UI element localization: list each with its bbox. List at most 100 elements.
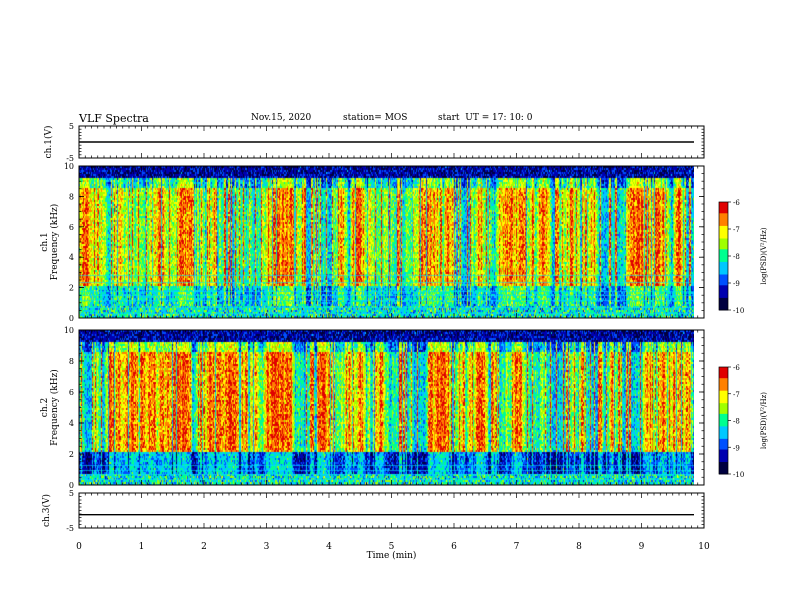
colorbar-segment <box>719 424 728 427</box>
colorbar-segment <box>719 283 728 286</box>
colorbar-segment <box>719 416 728 420</box>
colorbar-segment <box>719 390 728 393</box>
date-label: Nov.15, 2020 <box>251 113 312 123</box>
colorbar-tick-label: -9 <box>733 444 740 452</box>
colorbar-tick-label: -7 <box>733 226 740 234</box>
colorbar-segment <box>719 212 728 216</box>
colorbar-tick-label: -10 <box>733 471 744 479</box>
colorbar-segment <box>719 429 728 432</box>
colorbar-segment <box>719 372 728 375</box>
ch-2-spectrogram-image <box>79 330 694 485</box>
colorbar-label: log(PSD)(V²/Hz) <box>760 392 768 449</box>
colorbar-segment <box>719 383 728 386</box>
colorbar-segment <box>719 214 728 217</box>
colorbar-segment <box>719 420 728 423</box>
ch2-spectrogram-ytick-label: 0 <box>69 481 74 490</box>
colorbar-segment <box>719 466 728 470</box>
colorbar-segment <box>719 454 728 457</box>
colorbar-segment <box>719 449 728 452</box>
colorbar-segment <box>719 415 728 418</box>
colorbar-segment <box>719 388 728 391</box>
colorbar-segment <box>719 440 728 443</box>
colorbar-segment <box>719 470 728 473</box>
ch1-voltage-ytick-label: -5 <box>66 154 74 163</box>
colorbar-tick-label: -10 <box>733 307 744 315</box>
ch1-ylabel-channel: ch.1 <box>40 232 50 251</box>
colorbar-segment <box>719 223 728 226</box>
colorbar-segment <box>719 286 728 289</box>
colorbar-segment <box>719 434 728 438</box>
colorbar-segment <box>719 395 728 398</box>
colorbar-segment <box>719 463 728 466</box>
colorbar-segment <box>719 472 728 475</box>
colorbar-segment <box>719 257 728 261</box>
colorbar-segment <box>719 225 728 228</box>
x-tick-label: 10 <box>698 542 710 552</box>
colorbar-segment <box>719 292 728 295</box>
colorbar-tick-label: -7 <box>733 391 740 399</box>
colorbar-segment <box>719 422 728 425</box>
colorbar-segment <box>719 248 728 252</box>
colorbar-segment <box>719 406 728 409</box>
colorbar-segment <box>719 270 728 273</box>
colorbar-segment <box>719 202 728 205</box>
x-tick-label: 9 <box>639 542 645 552</box>
colorbar-segment <box>719 232 728 235</box>
x-tick-label: 1 <box>139 542 145 552</box>
ch1-ylabel-frequency: Frequency (kHz) <box>49 204 60 281</box>
colorbar-label: log(PSD)(V²/Hz) <box>760 227 768 284</box>
x-tick-label: 8 <box>576 542 582 552</box>
ch2-spectrogram-ytick-label: 6 <box>69 388 74 397</box>
colorbar-segment <box>719 450 728 454</box>
colorbar-segment <box>719 379 728 382</box>
colorbar-segment <box>719 290 728 293</box>
colorbar-segment <box>719 299 728 302</box>
colorbar-segment <box>719 275 728 279</box>
colorbar-segment <box>719 457 728 461</box>
ch2-spectrogram-ytick-label: 10 <box>64 326 74 335</box>
ch3-voltage-ylabel: ch.3(V) <box>41 494 52 527</box>
colorbar-segment <box>719 427 728 430</box>
ch3-voltage-ytick-label: 5 <box>69 489 74 498</box>
colorbar-segment <box>719 207 728 210</box>
colorbar-segment <box>719 266 728 270</box>
colorbar-segment <box>719 274 728 277</box>
x-tick-label: 2 <box>201 542 207 552</box>
colorbar-tick-label: -6 <box>733 199 740 207</box>
colorbar-segment <box>719 261 728 264</box>
colorbar-segment <box>719 402 728 405</box>
ch1-spectrogram-ytick-label: 4 <box>69 253 74 262</box>
colorbar-segment <box>719 256 728 259</box>
colorbar-segment <box>719 445 728 448</box>
colorbar-segment <box>719 465 728 468</box>
colorbar-segment <box>719 236 728 239</box>
colorbar-segment <box>719 216 728 219</box>
colorbar-segment <box>719 413 728 416</box>
ch2-spectrogram-ytick-label: 8 <box>69 357 74 366</box>
colorbar-segment <box>719 459 728 463</box>
x-tick-label: 0 <box>76 542 82 552</box>
colorbar-segment <box>719 397 728 400</box>
colorbar-segment <box>719 409 728 413</box>
start-time-value: 17: 10: 0 <box>492 113 533 123</box>
colorbar-segment <box>719 268 728 271</box>
colorbar-segment <box>719 205 728 208</box>
colorbar-segment <box>719 381 728 384</box>
colorbar-segment <box>719 234 728 237</box>
colorbar-segment <box>719 384 728 388</box>
colorbar-tick-label: -9 <box>733 280 740 288</box>
colorbar-segment <box>719 295 728 298</box>
colorbar-segment <box>719 443 728 446</box>
ch2-ylabel-frequency: Frequency (kHz) <box>49 369 60 446</box>
colorbar-tick-label: -8 <box>733 418 740 426</box>
colorbar-segment <box>719 306 728 309</box>
ch1-spectrogram-ytick-label: 0 <box>69 314 74 323</box>
colorbar-segment <box>719 230 728 234</box>
colorbar-segment <box>719 431 728 434</box>
colorbar-segment <box>719 400 728 404</box>
colorbar-segment <box>719 447 728 450</box>
colorbar-segment <box>719 279 728 282</box>
ch3-voltage-ytick-label: -5 <box>66 524 74 533</box>
colorbar-segment <box>719 238 728 241</box>
colorbar-segment <box>719 259 728 262</box>
